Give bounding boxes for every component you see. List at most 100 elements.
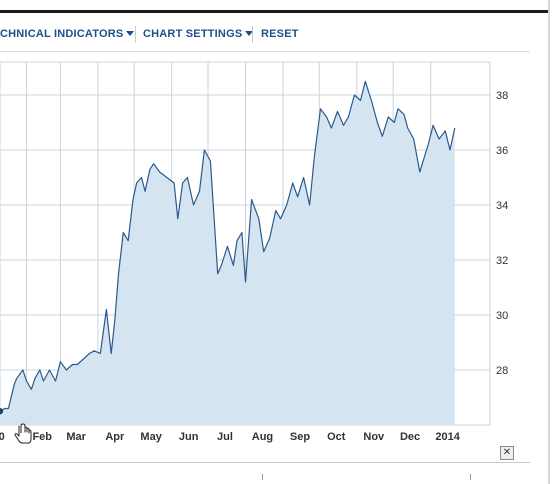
data-point xyxy=(98,352,102,356)
close-button[interactable]: ✕ xyxy=(500,446,514,460)
y-tick-label: 36 xyxy=(496,145,508,157)
data-point xyxy=(285,203,289,207)
price-line xyxy=(0,80,456,412)
data-point xyxy=(75,363,79,367)
data-point xyxy=(437,137,441,141)
y-tick-label: 32 xyxy=(496,255,508,267)
navigator-tick xyxy=(262,474,263,480)
data-point xyxy=(48,368,52,372)
data-point xyxy=(216,272,220,276)
data-point xyxy=(185,176,189,180)
data-point xyxy=(431,123,435,127)
data-point xyxy=(312,154,316,158)
data-point xyxy=(443,129,447,133)
x-tick-label: 2014 xyxy=(435,431,460,443)
x-axis-labels: 20 Feb Mar Apr May Jun Jul Aug Sep Oct Nov Dec 2014 xyxy=(0,431,461,443)
data-point xyxy=(3,407,7,411)
data-point xyxy=(250,198,254,202)
data-point xyxy=(369,99,373,103)
caret-down-icon xyxy=(245,31,254,36)
caret-down-icon xyxy=(126,31,135,36)
data-point xyxy=(335,110,339,114)
x-tick-label: 20 xyxy=(0,431,5,443)
x-tick-label: Feb xyxy=(32,431,52,443)
data-point xyxy=(54,379,58,383)
x-tick-label: Jul xyxy=(217,431,233,443)
y-tick-label: 38 xyxy=(496,90,508,102)
data-point xyxy=(380,134,384,138)
data-point xyxy=(152,162,156,166)
data-point xyxy=(418,170,422,174)
data-point xyxy=(325,115,329,119)
selected-point-marker xyxy=(0,408,4,415)
data-point xyxy=(12,382,16,386)
data-point xyxy=(279,217,283,221)
data-point xyxy=(219,264,223,268)
data-point xyxy=(426,143,430,147)
close-icon: ✕ xyxy=(502,447,512,458)
data-point xyxy=(396,107,400,111)
data-point xyxy=(244,280,248,284)
data-point xyxy=(262,250,266,254)
data-point xyxy=(38,368,42,372)
data-point xyxy=(402,112,406,116)
data-point xyxy=(296,195,300,199)
data-point xyxy=(109,352,113,356)
y-tick-label: 28 xyxy=(496,365,508,377)
data-point xyxy=(181,181,185,185)
data-point xyxy=(363,79,367,83)
data-point xyxy=(392,121,396,125)
toolbar-divider xyxy=(252,26,253,43)
y-axis-labels: 28 30 32 34 36 38 xyxy=(496,90,508,377)
hand-cursor-icon xyxy=(14,423,32,444)
data-point xyxy=(448,148,452,152)
price-area-fill xyxy=(0,81,455,425)
data-point xyxy=(319,107,323,111)
data-point xyxy=(202,148,206,152)
navigator-divider xyxy=(0,462,530,463)
data-point xyxy=(113,319,117,323)
data-point xyxy=(64,368,68,372)
top-border xyxy=(0,10,548,13)
data-point xyxy=(302,176,306,180)
x-tick-label: Apr xyxy=(105,431,125,443)
data-point xyxy=(358,99,362,103)
data-point xyxy=(15,376,19,380)
data-point xyxy=(21,368,25,372)
data-point xyxy=(33,376,37,380)
chart-settings-label: CHART SETTINGS xyxy=(143,28,243,40)
reset-button[interactable]: RESET xyxy=(261,28,299,40)
chart-settings-menu[interactable]: CHART SETTINGS xyxy=(143,28,254,40)
data-point xyxy=(406,126,410,130)
price-chart[interactable]: 20FebMarAprMayJunJulAugSepOctNovDec2014 … xyxy=(0,60,530,450)
x-tick-label: Oct xyxy=(327,431,346,443)
data-point xyxy=(58,360,62,364)
data-point xyxy=(158,170,162,174)
data-point xyxy=(41,379,45,383)
data-point xyxy=(92,349,96,353)
data-point xyxy=(191,203,195,207)
data-point xyxy=(225,244,229,248)
chart-toolbar: CHNICAL INDICATORS CHART SETTINGS RESET xyxy=(0,22,548,48)
data-point xyxy=(386,115,390,119)
window-edge xyxy=(548,0,550,484)
data-point xyxy=(268,236,272,240)
x-tick-label: Jun xyxy=(179,431,199,443)
toolbar-divider-line xyxy=(0,51,530,52)
data-point xyxy=(116,272,120,276)
data-point xyxy=(346,115,350,119)
data-point xyxy=(240,231,244,235)
data-point xyxy=(235,239,239,243)
data-point xyxy=(412,137,416,141)
data-point xyxy=(131,198,135,202)
data-point xyxy=(198,189,202,193)
x-tick-label: Nov xyxy=(363,431,385,443)
data-point xyxy=(257,217,261,221)
data-point xyxy=(81,357,85,361)
data-point xyxy=(87,352,91,356)
reset-label: RESET xyxy=(261,28,299,40)
data-point xyxy=(308,203,312,207)
data-point xyxy=(453,126,457,130)
technical-indicators-menu[interactable]: CHNICAL INDICATORS xyxy=(0,28,135,40)
data-point xyxy=(104,308,108,312)
